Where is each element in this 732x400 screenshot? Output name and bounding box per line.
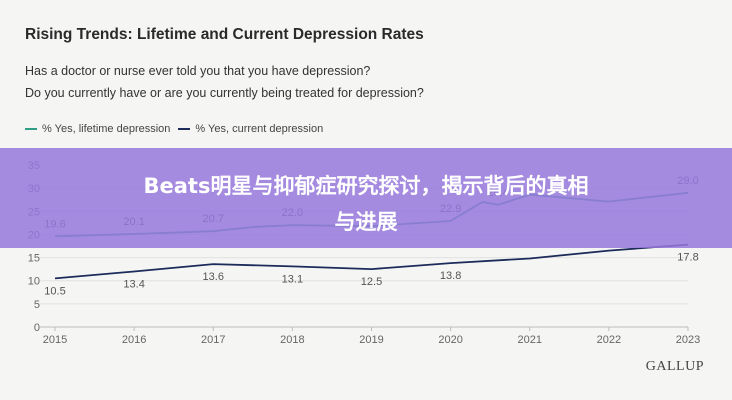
title-banner — [0, 148, 732, 248]
data-label-current: 13.1 — [282, 273, 303, 285]
data-label-current: 10.5 — [44, 285, 65, 297]
x-tick-label: 2022 — [597, 334, 621, 346]
series-line-current — [54, 243, 689, 280]
y-tick-label: 0 — [34, 322, 40, 334]
data-label-current: 12.5 — [361, 276, 382, 288]
x-tick-label: 2023 — [676, 334, 700, 346]
x-tick-label: 2017 — [201, 334, 225, 346]
data-label-current: 13.4 — [123, 278, 144, 290]
data-label-current: 17.8 — [677, 252, 698, 264]
legend-label-current: % Yes, current depression — [195, 123, 324, 135]
x-tick-label: 2018 — [280, 334, 304, 346]
legend-swatch-current — [178, 128, 191, 130]
legend-swatch-lifetime — [25, 128, 37, 130]
gallup-logo: GALLUP — [645, 359, 704, 374]
data-label-current: 13.8 — [440, 270, 461, 282]
chart-title: Rising Trends: Lifetime and Current Depr… — [25, 26, 424, 43]
y-tick-label: 10 — [28, 276, 40, 288]
x-tick-label: 2021 — [518, 334, 542, 346]
chart-subtitle-2: Do you currently have or are you current… — [25, 86, 424, 100]
x-tick-label: 2020 — [438, 334, 462, 346]
chart-legend: % Yes, lifetime depression % Yes, curren… — [25, 123, 331, 135]
x-tick-label: 2015 — [43, 334, 67, 346]
y-tick-label: 5 — [34, 299, 40, 311]
chart-subtitle-1: Has a doctor or nurse ever told you that… — [25, 64, 371, 78]
y-tick-label: 15 — [28, 253, 40, 265]
banner-title-line-1: Beats明星与抑郁症研究探讨，揭示背后的真相 — [143, 174, 589, 198]
banner-title-line-2: 与进展 — [334, 210, 398, 234]
legend-label-lifetime: % Yes, lifetime depression — [42, 123, 171, 135]
data-label-current: 13.6 — [203, 271, 224, 283]
legend-item-current: % Yes, current depression — [178, 123, 323, 135]
x-tick-label: 2016 — [122, 334, 146, 346]
x-tick-label: 2019 — [359, 334, 383, 346]
legend-item-lifetime: % Yes, lifetime depression — [25, 123, 170, 135]
